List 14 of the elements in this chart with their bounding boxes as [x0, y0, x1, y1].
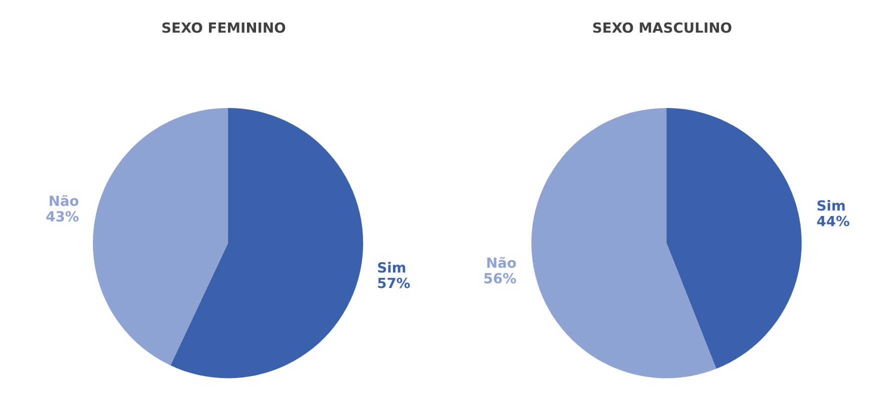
data-label: 43% [46, 211, 79, 222]
pie-slice [170, 108, 364, 378]
pie-slice [531, 108, 716, 378]
pie-slice [92, 108, 228, 366]
slice-label: Não [50, 195, 78, 206]
data-label: 44% [817, 216, 850, 226]
slice-label: Sim [378, 262, 406, 273]
chart-title: SEXO MASCULINO [593, 22, 732, 33]
slice-label: Sim [818, 200, 845, 211]
slice-label: Não [487, 256, 516, 268]
data-label: 57% [378, 278, 410, 288]
pie-slice [666, 108, 802, 369]
chart-title: SEXO FEMININO [162, 22, 286, 33]
data-label: 56% [484, 272, 516, 284]
